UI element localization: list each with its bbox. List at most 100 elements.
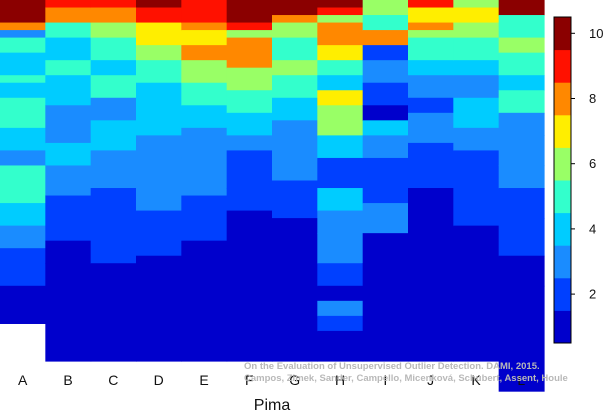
x-tick-L: L — [517, 372, 525, 388]
heatmap-cell-A-14 — [0, 285, 46, 324]
x-tick-C: C — [108, 372, 118, 388]
heatmap-cell-K-5 — [453, 75, 500, 99]
heatmap-cell-H-8 — [317, 105, 364, 136]
heatmap-cell-F-5 — [226, 90, 273, 114]
heatmap-cell-E-6 — [181, 105, 228, 129]
x-tick-K: K — [471, 372, 481, 388]
x-tick-labels: A B C D E F G H I J K L — [18, 372, 525, 388]
heatmap-cell-K-6 — [453, 97, 500, 129]
heatmap-cell-H-7 — [317, 90, 364, 106]
colorbar-tick-6: 6 — [589, 156, 596, 171]
heatmap-cell-J-10 — [408, 188, 454, 227]
heatmap-cell-K-3 — [453, 37, 500, 61]
heatmap-cell-E-1 — [181, 22, 228, 31]
watermark-line-2: Campos, Zimek, Sander, Campello, Micenko… — [244, 373, 568, 384]
heatmap-cell-J-2 — [408, 22, 454, 31]
colorbar-band-10 — [554, 17, 571, 51]
heatmap-cell-B-6 — [45, 105, 92, 144]
colorbar-band-2 — [554, 277, 571, 311]
heatmap-cell-I-10 — [362, 180, 409, 204]
colorbar-band-3 — [554, 245, 571, 279]
heatmap-cell-B-7 — [45, 142, 92, 167]
heatmap-cell-H-17 — [317, 315, 364, 332]
watermark-line-1: On the Evaluation of Unsupervised Outlie… — [244, 361, 540, 372]
heatmap-cell-K-4 — [453, 60, 500, 76]
heatmap-cell-A-6 — [0, 82, 46, 99]
colorbar-tick-8: 8 — [589, 91, 596, 106]
heatmap-cell-A-10 — [0, 165, 46, 204]
heatmap-cell-A-13 — [0, 248, 46, 287]
heatmap-cell-D-5 — [136, 60, 182, 84]
heatmap-cell-J-11 — [408, 225, 454, 362]
heatmap-cell-E-11 — [181, 270, 228, 362]
colorbar-band-7 — [554, 114, 571, 148]
heatmap-cell-D-4 — [136, 45, 182, 61]
heatmap-cell-G-1 — [272, 15, 318, 24]
heatmap-cell-H-9 — [317, 135, 364, 159]
heatmap-cell-J-8 — [408, 112, 454, 144]
heatmap-cell-H-3 — [317, 22, 364, 46]
heatmap-cell-H-5 — [317, 60, 364, 76]
heatmap-cell-J-1 — [408, 7, 454, 24]
heatmap-cell-L-0 — [498, 0, 545, 16]
heatmap-cell-H-14 — [317, 263, 364, 287]
heatmap-cell-H-12 — [317, 210, 364, 234]
x-axis-label: Pima — [254, 397, 291, 413]
heatmap-cell-F-2 — [226, 30, 273, 39]
heatmap-cell-H-6 — [317, 75, 364, 91]
heatmap-cell-G-7 — [272, 120, 318, 152]
heatmap-cell-L-6 — [498, 112, 545, 136]
heatmap-cell-J-6 — [408, 75, 454, 99]
heatmap-cell-F-6 — [226, 112, 273, 136]
heatmap-cell-E-5 — [181, 82, 228, 106]
colorbar-band-5 — [554, 180, 571, 214]
heatmap-cell-K-2 — [453, 22, 500, 39]
heatmap-cell-I-5 — [362, 82, 409, 106]
heatmap-cell-C-0 — [90, 0, 137, 9]
heatmap-cell-B-8 — [45, 165, 92, 197]
x-tick-J: J — [427, 372, 434, 388]
heatmap-cell-I-3 — [362, 45, 409, 61]
heatmap-cell-D-3 — [136, 30, 182, 46]
heatmap-cell-F-1 — [226, 22, 273, 31]
heatmap-cell-L-7 — [498, 135, 545, 167]
heatmap-cell-B-10 — [45, 240, 92, 264]
heatmap-cell-G-9 — [272, 180, 318, 219]
heatmap-cell-E-2 — [181, 30, 228, 46]
heatmap-cell-F-0 — [226, 0, 273, 24]
heatmap-cell-F-8 — [226, 150, 273, 189]
heatmap-cell-G-10 — [272, 218, 318, 249]
x-tick-G: G — [289, 372, 300, 388]
heatmap-cell-I-4 — [362, 60, 409, 84]
heatmap-cell-G-2 — [272, 22, 318, 39]
heatmap-cell-J-5 — [408, 60, 454, 76]
heatmap-cell-A-11 — [0, 203, 46, 227]
heatmap-cell-K-7 — [453, 127, 500, 152]
heatmap-cell-I-13 — [362, 263, 409, 362]
heatmap-cell-G-5 — [272, 75, 318, 99]
heatmap-cell-B-2 — [45, 22, 92, 39]
heatmap-cell-I-8 — [362, 135, 409, 159]
heatmap-cell-L-2 — [498, 37, 545, 54]
heatmap-cell-J-3 — [408, 30, 454, 39]
heatmap-cell-H-11 — [317, 188, 364, 212]
heatmap-cell-L-1 — [498, 15, 545, 39]
heatmap-cell-G-0 — [272, 0, 318, 16]
heatmap-cell-H-15 — [317, 285, 364, 302]
heatmap-cell-C-7 — [90, 120, 137, 152]
heatmap-cell-K-10 — [453, 225, 500, 257]
heatmap-cell-H-4 — [317, 45, 364, 61]
heatmap-cell-H-13 — [317, 233, 364, 264]
heatmap-cell-D-2 — [136, 22, 182, 31]
heatmap-cell-E-10 — [181, 240, 228, 272]
heatmap-cell-G-6 — [272, 97, 318, 121]
heatmap-cell-I-2 — [362, 30, 409, 46]
heatmap-cell-A-1 — [0, 22, 46, 31]
heatmap-cell-L-9 — [498, 188, 545, 219]
heatmap-cell-C-9 — [90, 188, 137, 219]
heatmap-cell-J-7 — [408, 97, 454, 114]
heatmap-cell-H-0 — [317, 0, 364, 9]
heatmap-cell-D-1 — [136, 7, 182, 24]
x-tick-F: F — [245, 372, 254, 388]
heatmap-cell-H-2 — [317, 15, 364, 24]
